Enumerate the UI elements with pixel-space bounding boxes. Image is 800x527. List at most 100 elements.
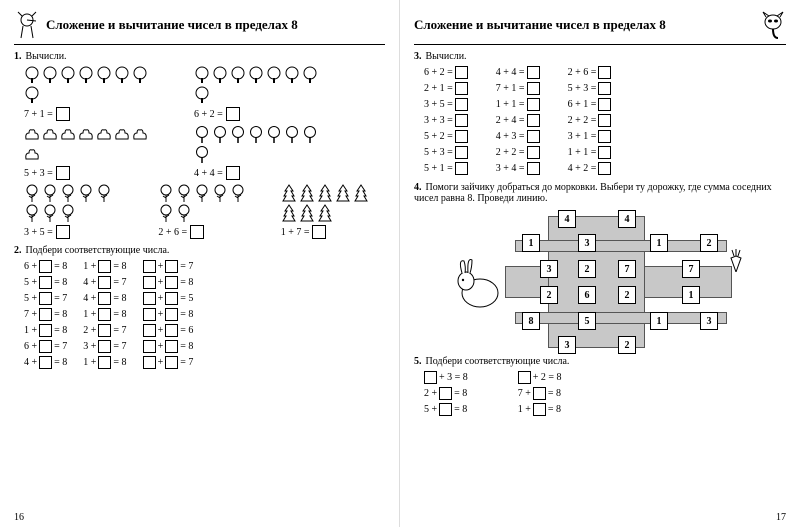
equation: 7 + 1 = bbox=[24, 107, 70, 121]
header: Сложение и вычитание чисел в пределах 8 bbox=[414, 10, 786, 45]
answer-box bbox=[98, 324, 111, 337]
equation: + = 8 bbox=[143, 307, 194, 322]
image-group: 1 + 7 = bbox=[281, 184, 385, 239]
answer-box bbox=[598, 98, 611, 111]
maze-number: 3 bbox=[558, 336, 576, 354]
maze-number: 1 bbox=[650, 234, 668, 252]
equation: 6 + 1 = bbox=[568, 97, 612, 112]
answer-box bbox=[527, 82, 540, 95]
maze-number: 8 bbox=[522, 312, 540, 330]
mascot-raccoon-icon bbox=[760, 10, 786, 40]
bush-icon bbox=[78, 125, 94, 143]
answer-box bbox=[226, 107, 240, 121]
answer-box bbox=[439, 387, 452, 400]
equation: 5 + 3 = bbox=[24, 166, 70, 180]
task-2-text: Подбери соответствующие числа. bbox=[26, 245, 170, 256]
answer-box bbox=[143, 340, 156, 353]
bush-icon bbox=[24, 125, 40, 143]
maze-number: 3 bbox=[540, 260, 558, 278]
page-number: 17 bbox=[776, 512, 786, 523]
maze-diagram: 44131232772621851332 bbox=[460, 210, 740, 350]
equation: 5 + 3 = bbox=[424, 145, 468, 160]
maze-number: 7 bbox=[682, 260, 700, 278]
equation: 6 + = 7 bbox=[24, 339, 67, 354]
equation: 2 + = 8 bbox=[424, 386, 468, 401]
answer-box bbox=[39, 292, 52, 305]
equation: 3 + = 7 bbox=[83, 339, 126, 354]
equation: 3 + 5 = bbox=[24, 225, 70, 239]
answer-box bbox=[455, 162, 468, 175]
bush-icon bbox=[60, 125, 76, 143]
answer-box bbox=[455, 146, 468, 159]
maze-number: 1 bbox=[650, 312, 668, 330]
maze-number: 3 bbox=[700, 312, 718, 330]
equation: 4 + = 7 bbox=[83, 275, 126, 290]
maze-number: 2 bbox=[540, 286, 558, 304]
maze-number: 2 bbox=[618, 336, 636, 354]
pine-icon bbox=[353, 184, 369, 202]
equation: 5 + = 8 bbox=[24, 275, 67, 290]
equation: 5 + 2 = bbox=[424, 129, 468, 144]
equation: 5 + 3 = bbox=[568, 81, 612, 96]
equation: 2 + 6 = bbox=[568, 65, 612, 80]
answer-box bbox=[598, 130, 611, 143]
tree3-icon bbox=[24, 184, 40, 202]
answer-box bbox=[455, 66, 468, 79]
equation: 1 + = 8 bbox=[518, 402, 562, 417]
tree3-icon bbox=[176, 184, 192, 202]
answer-box bbox=[39, 276, 52, 289]
answer-box bbox=[39, 356, 52, 369]
maze-number: 2 bbox=[700, 234, 718, 252]
answer-box bbox=[527, 66, 540, 79]
answer-box bbox=[598, 66, 611, 79]
equation: 5 + = 8 bbox=[424, 402, 468, 417]
answer-box bbox=[143, 324, 156, 337]
tree1-icon bbox=[96, 66, 112, 84]
tree1-icon bbox=[194, 66, 210, 84]
answer-box bbox=[165, 340, 178, 353]
tree3-icon bbox=[212, 184, 228, 202]
answer-box bbox=[455, 82, 468, 95]
equation: 3 + 1 = bbox=[568, 129, 612, 144]
bush-icon bbox=[114, 125, 130, 143]
answer-box bbox=[98, 292, 111, 305]
equation: 3 + 4 = bbox=[496, 161, 540, 176]
task-3-num: 3. bbox=[414, 51, 422, 62]
answer-box bbox=[527, 130, 540, 143]
image-group: 3 + 5 = bbox=[24, 184, 128, 239]
carrot-icon bbox=[727, 248, 745, 272]
equation: 1 + 1 = bbox=[496, 97, 540, 112]
answer-box bbox=[533, 403, 546, 416]
tree1-icon bbox=[42, 66, 58, 84]
mascot-pinocchio-icon bbox=[14, 10, 40, 40]
tree3-icon bbox=[194, 184, 210, 202]
task-5-num: 5. bbox=[414, 356, 422, 367]
answer-box bbox=[165, 324, 178, 337]
tree1-icon bbox=[266, 66, 282, 84]
answer-box bbox=[527, 162, 540, 175]
answer-box bbox=[165, 308, 178, 321]
equation-column: + 3 = 82 + = 85 + = 8 bbox=[424, 370, 468, 417]
equation: + = 6 bbox=[143, 323, 194, 338]
tree3-icon bbox=[42, 204, 58, 222]
equation: 1 + 7 = bbox=[281, 225, 327, 239]
tree3-icon bbox=[158, 184, 174, 202]
equation: 4 + 4 = bbox=[496, 65, 540, 80]
tree1-icon bbox=[78, 66, 94, 84]
task-2-num: 2. bbox=[14, 245, 22, 256]
answer-box bbox=[143, 260, 156, 273]
equation: + = 5 bbox=[143, 291, 194, 306]
maze-number: 1 bbox=[682, 286, 700, 304]
equation-column: + 2 = 87 + = 81 + = 8 bbox=[518, 370, 562, 417]
answer-box bbox=[527, 146, 540, 159]
task-1-num: 1. bbox=[14, 51, 22, 62]
image-group: 5 + 3 = bbox=[24, 125, 164, 180]
answer-box bbox=[455, 130, 468, 143]
answer-box bbox=[56, 225, 70, 239]
equation: 2 + 4 = bbox=[496, 113, 540, 128]
maze-number: 3 bbox=[578, 234, 596, 252]
equation: 2 + = 7 bbox=[83, 323, 126, 338]
image-group: 6 + 2 = bbox=[194, 66, 334, 121]
equation: 5 + 1 = bbox=[424, 161, 468, 176]
tree3-icon bbox=[78, 184, 94, 202]
